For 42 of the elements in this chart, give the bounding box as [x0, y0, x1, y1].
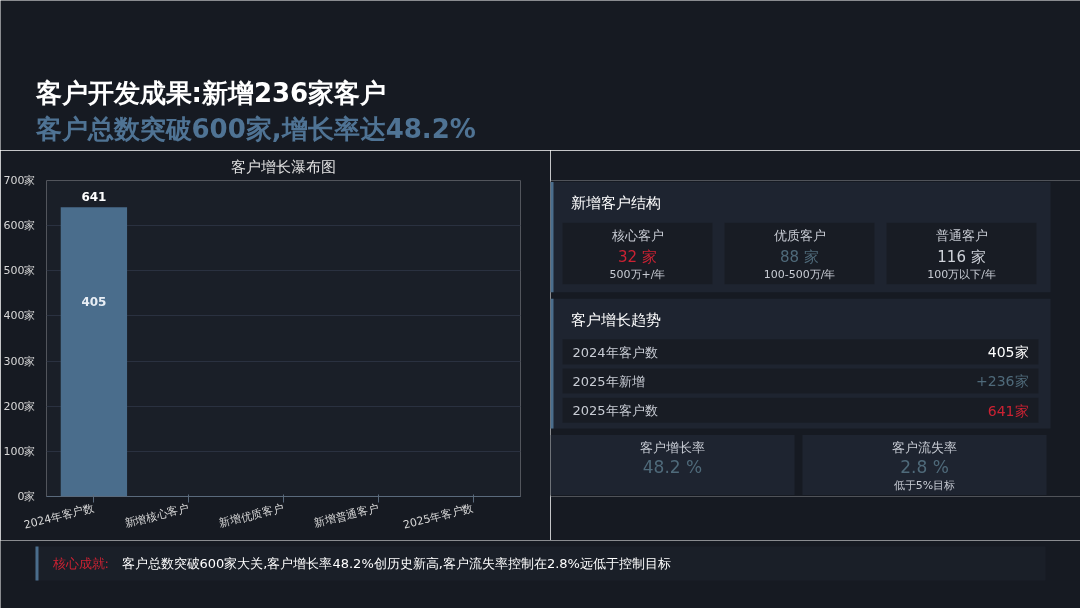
y-tick-label: 700家 — [3, 174, 36, 187]
x-tick-label: 新增普通客户 — [312, 501, 380, 531]
x-tick-label: 2025年客户数 — [401, 501, 475, 532]
text: 核心客户 — [610, 228, 664, 244]
text: 客户总数突破600家,增长率达48.2% — [34, 113, 476, 144]
text: 32 家 — [618, 247, 657, 266]
text: 100万以下/年 — [927, 267, 996, 281]
text: 116 家 — [937, 247, 986, 266]
text: 100-500万/年 — [763, 267, 836, 281]
text: 客户增长率 — [640, 440, 705, 456]
x-tick-label: 新增优质客户 — [217, 501, 286, 531]
text: 500万+/年 — [609, 267, 666, 281]
text: 2025年客户数 — [572, 403, 658, 419]
y-tick-label: 200家 — [3, 399, 36, 413]
text: 客户开发成果:新增236家客户 — [34, 77, 387, 108]
text: 优质客户 — [773, 228, 826, 244]
text: 普通客户 — [935, 228, 988, 244]
x-tick-label: 新增核心客户 — [123, 501, 191, 531]
text: 新增客户结构 — [570, 194, 661, 213]
text: 客户总数突破600家大关,客户增长率48.2%创历史新高,客户流失率控制在2.8%远低于控制目标 — [121, 556, 671, 571]
y-tick-label: 400家 — [3, 309, 36, 323]
text: 641家 — [987, 402, 1029, 419]
text: 低于5%目标 — [893, 478, 956, 492]
y-tick-label: 100家 — [3, 444, 36, 458]
y-tick-label: 0家 — [17, 490, 36, 503]
text: 48.2 % — [642, 457, 703, 478]
text: 核心成就: — [51, 556, 109, 571]
text: 2024年客户数 — [572, 344, 658, 360]
text: 2025年新增 — [572, 373, 645, 389]
annotation: 405 — [81, 294, 107, 309]
text: 405家 — [987, 344, 1029, 361]
chart-title: 客户增长瀑布图 — [231, 157, 336, 176]
text: 2.8 % — [900, 457, 949, 478]
y-tick-label: 600家 — [3, 219, 36, 233]
y-tick-label: 500家 — [3, 264, 36, 278]
text: +236家 — [976, 373, 1029, 390]
y-tick-label: 300家 — [3, 354, 36, 368]
x-tick-label: 2024年客户数 — [22, 501, 96, 532]
text: 客户流失率 — [892, 440, 957, 456]
text: 88 家 — [780, 247, 819, 266]
text: 客户增长趋势 — [570, 310, 661, 329]
data-label: 641 — [81, 190, 107, 205]
